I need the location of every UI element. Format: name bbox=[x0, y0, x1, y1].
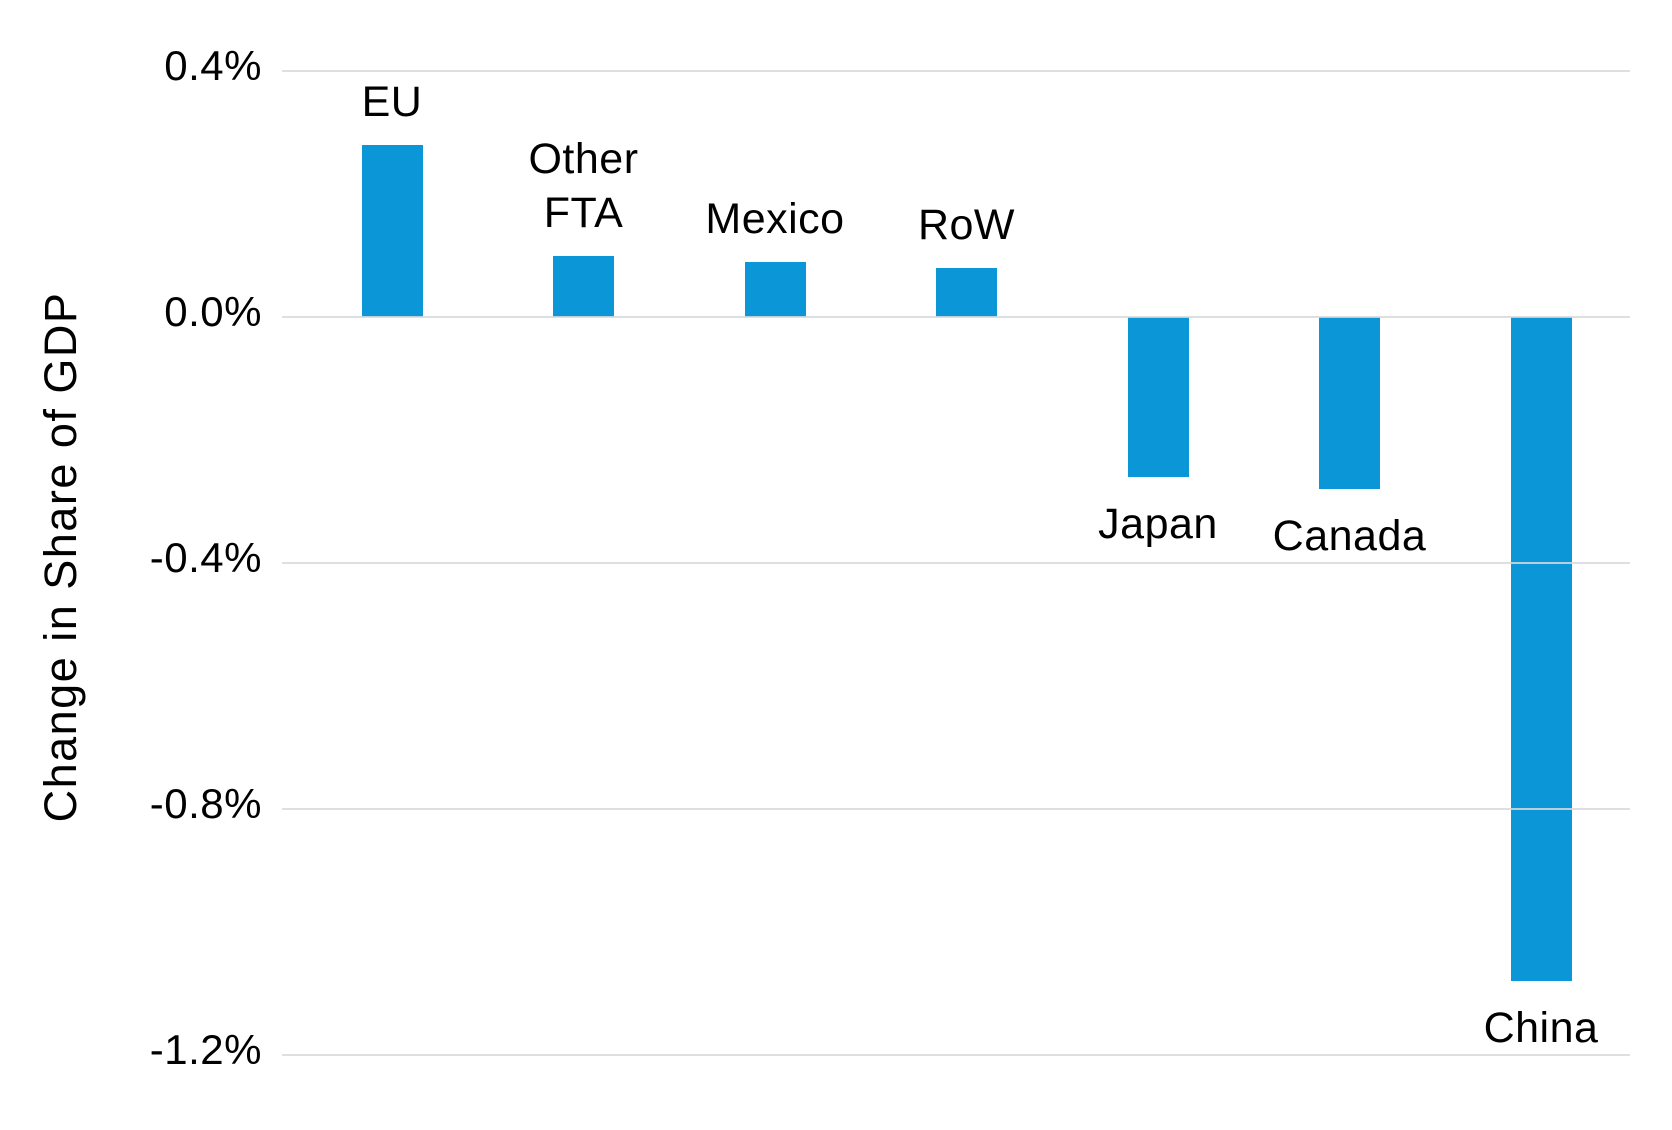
bar-mexico bbox=[744, 261, 806, 317]
y-tick-label: 0.0% bbox=[164, 288, 262, 335]
bar-row bbox=[936, 267, 997, 317]
bar-label-line: Japan bbox=[1098, 499, 1218, 548]
y-tick-label: 0.4% bbox=[164, 42, 262, 89]
y-tick-label: -1.2% bbox=[149, 1026, 262, 1073]
bar-label-line: FTA bbox=[543, 188, 624, 237]
gridline bbox=[282, 70, 1630, 72]
bar-label-line: EU bbox=[361, 77, 423, 126]
bar-canada bbox=[1319, 317, 1380, 490]
y-tick-label: -0.8% bbox=[149, 780, 262, 827]
bar-label-line: Other bbox=[528, 134, 639, 183]
bar-label-china: China bbox=[1401, 1001, 1672, 1055]
bar-other-fta bbox=[553, 255, 614, 317]
gridline bbox=[282, 1054, 1630, 1056]
bar-label-line: Canada bbox=[1272, 512, 1427, 561]
bar-label-line: RoW bbox=[917, 200, 1016, 249]
bar-label-other-fta: Other FTA bbox=[444, 132, 724, 240]
bar-eu bbox=[361, 144, 423, 317]
bar-label-eu: EU bbox=[252, 75, 532, 129]
gridline bbox=[282, 562, 1630, 564]
bar-label-row: RoW bbox=[827, 198, 1107, 252]
bar-label-mexico: Mexico bbox=[635, 192, 915, 246]
bar-label-japan: Japan bbox=[1018, 497, 1298, 551]
gridline bbox=[282, 808, 1630, 810]
y-tick-label: -0.4% bbox=[149, 534, 262, 581]
bar-japan bbox=[1127, 317, 1189, 477]
bar-label-line: Mexico bbox=[705, 194, 845, 243]
bar-label-canada: Canada bbox=[1210, 509, 1490, 563]
bar-china bbox=[1510, 317, 1572, 982]
bar-label-line: China bbox=[1483, 1004, 1599, 1053]
gridline bbox=[282, 316, 1630, 318]
